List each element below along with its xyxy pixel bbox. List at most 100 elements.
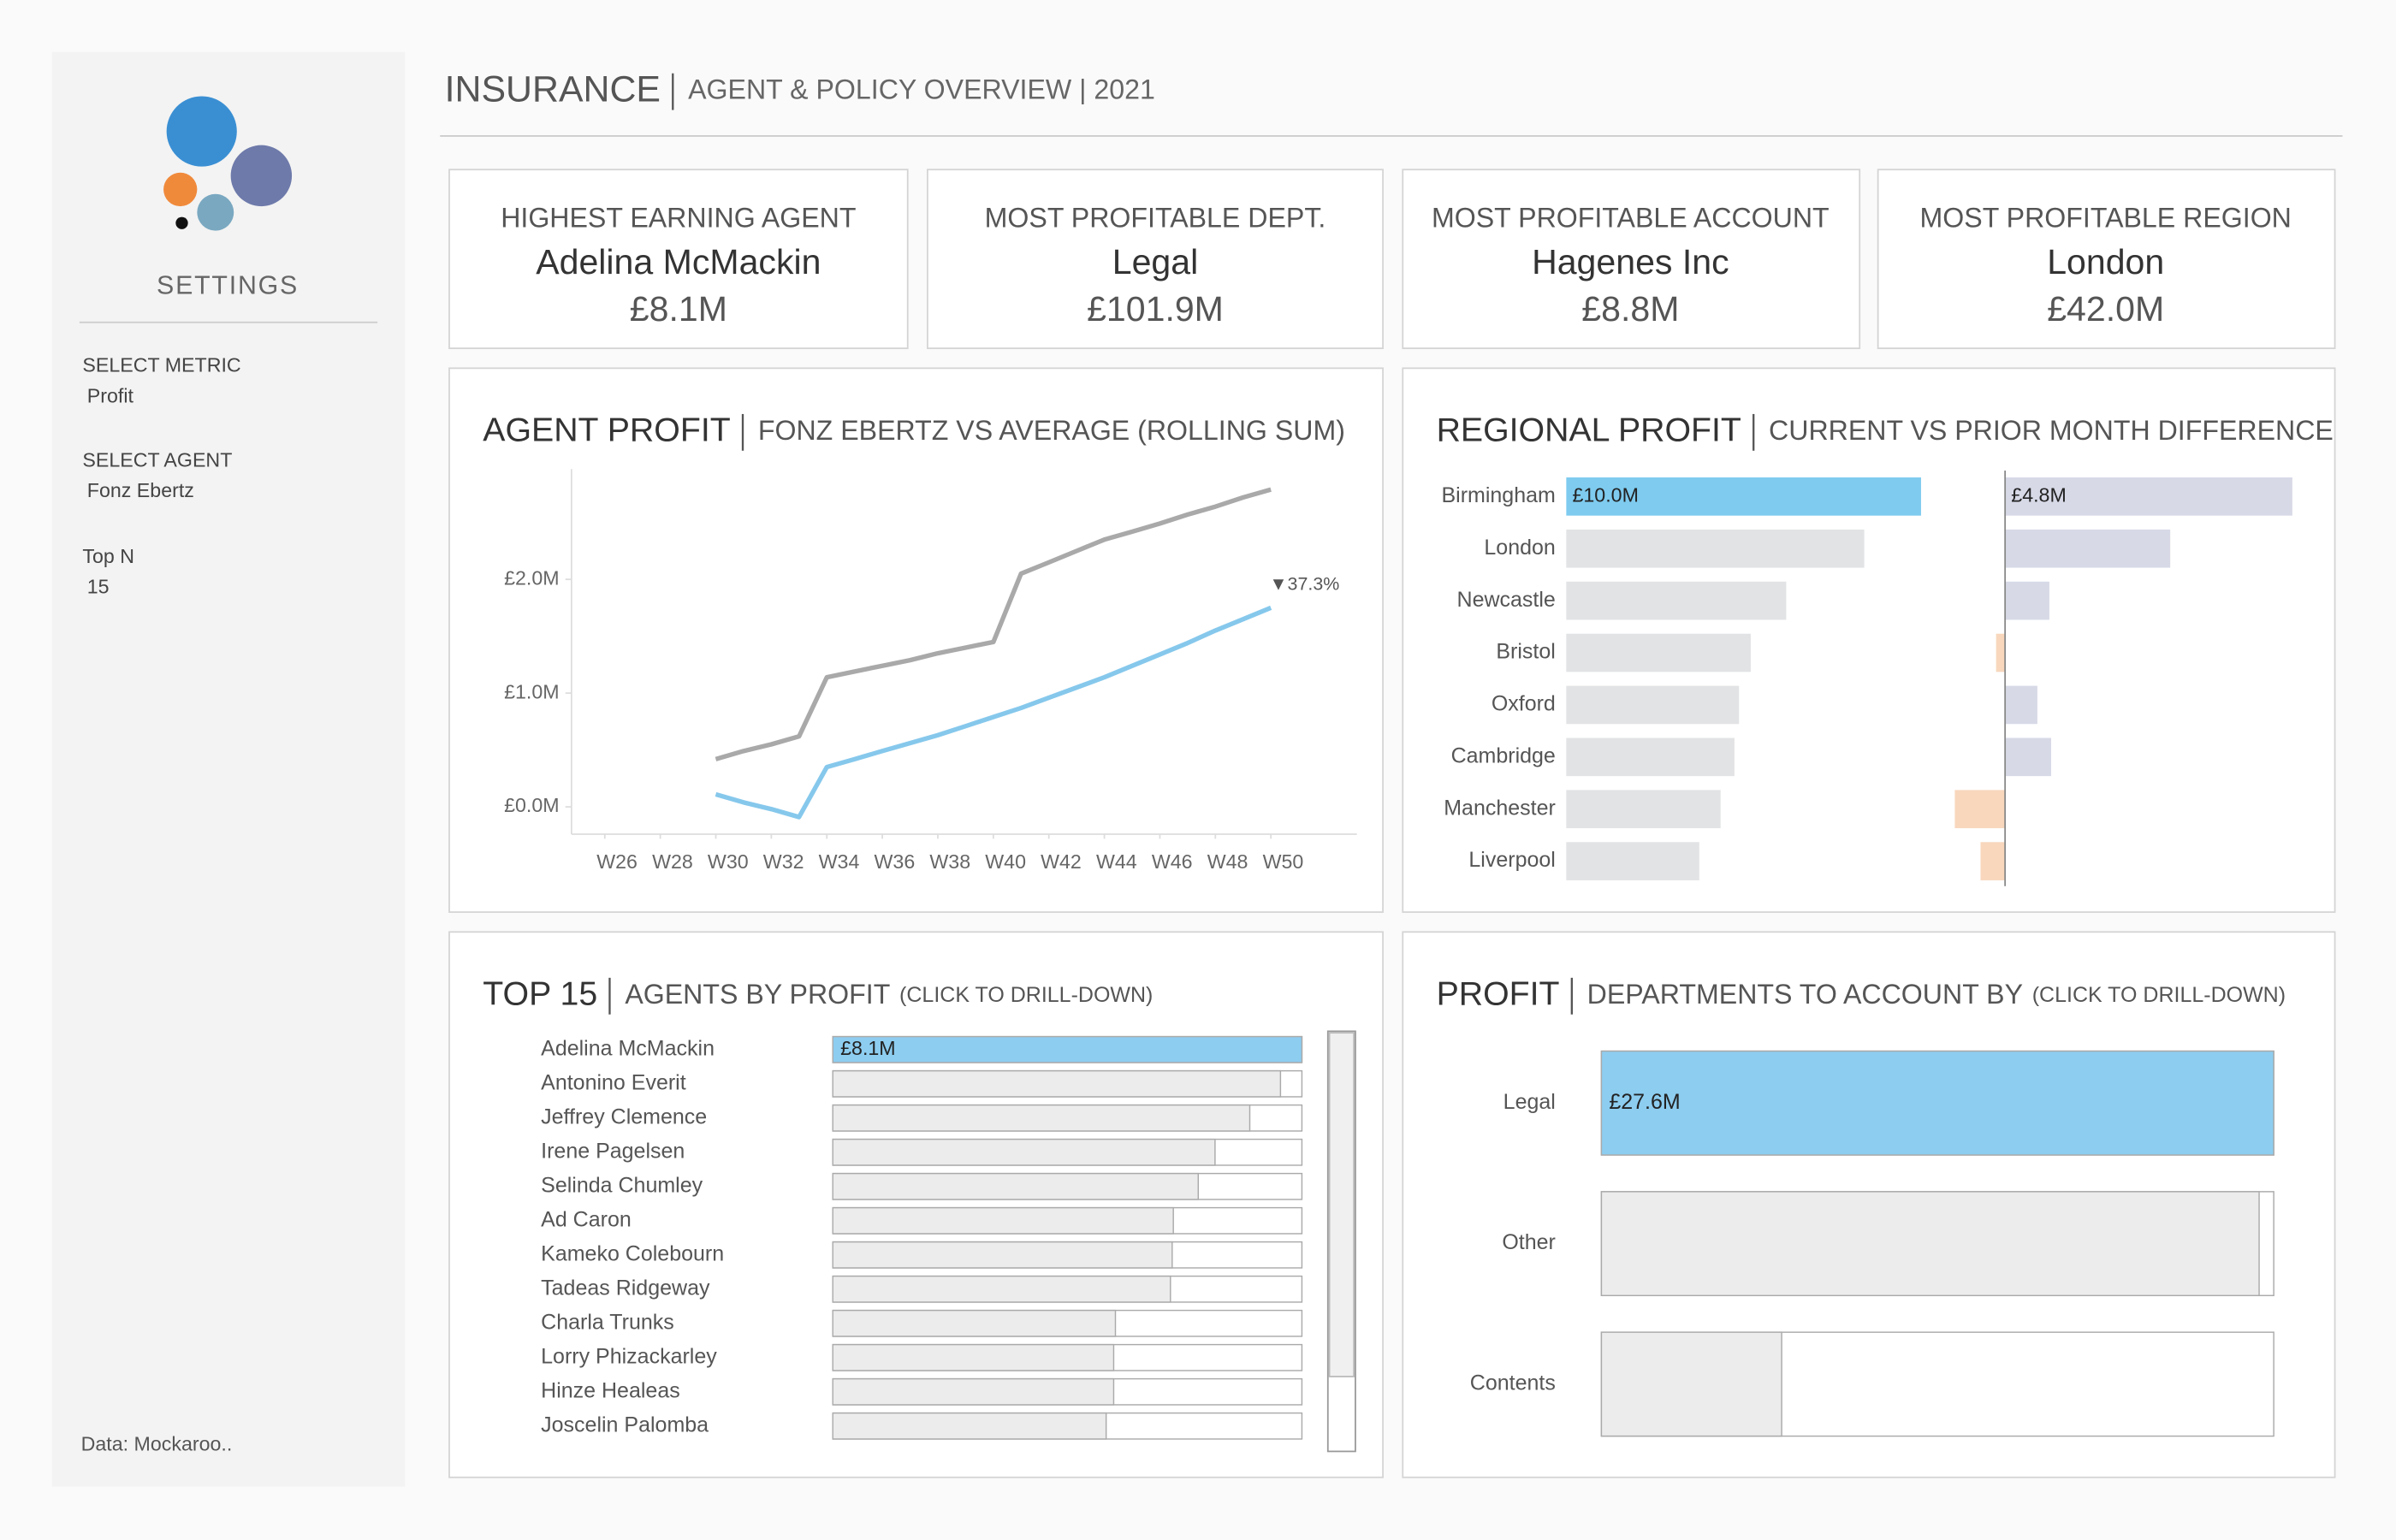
bar[interactable] bbox=[1600, 1331, 1782, 1437]
bar[interactable] bbox=[1954, 790, 2006, 829]
bar[interactable] bbox=[1566, 737, 1735, 777]
bar[interactable] bbox=[832, 1035, 1303, 1063]
bar[interactable] bbox=[2005, 737, 2052, 777]
bar[interactable] bbox=[832, 1275, 1171, 1303]
kpi-label: HIGHEST EARNING AGENT bbox=[501, 203, 856, 234]
filter-value[interactable]: Profit bbox=[87, 384, 134, 406]
filter-value[interactable]: Fonz Ebertz bbox=[87, 479, 194, 501]
category-label[interactable]: Joscelin Palomba bbox=[541, 1413, 709, 1436]
category-label[interactable]: Jeffrey Clemence bbox=[541, 1105, 707, 1128]
chart-title: AGENT PROFIT bbox=[483, 412, 730, 449]
y-tick-label: £1.0M bbox=[504, 680, 560, 702]
bar[interactable] bbox=[832, 1206, 1174, 1235]
panel bbox=[448, 367, 1384, 913]
category-label[interactable]: Cambridge bbox=[1451, 743, 1556, 767]
category-label[interactable]: Ad Caron bbox=[541, 1207, 632, 1231]
bar[interactable] bbox=[832, 1069, 1282, 1098]
kpi-value: £42.0M bbox=[2047, 289, 2164, 329]
bar[interactable] bbox=[1600, 1050, 2274, 1156]
bar[interactable] bbox=[1996, 633, 2006, 672]
category-label[interactable]: Liverpool bbox=[1468, 848, 1555, 872]
kpi-card bbox=[1877, 169, 2336, 350]
panel bbox=[1402, 367, 2336, 913]
x-tick-label: W42 bbox=[1041, 850, 1082, 873]
logo-circle bbox=[163, 172, 198, 207]
bar[interactable] bbox=[2005, 581, 2049, 620]
bar[interactable] bbox=[832, 1138, 1216, 1166]
category-label[interactable]: Lorry Phizackarley bbox=[541, 1344, 717, 1368]
page-subtitle: AGENT & POLICY OVERVIEW | 2021 bbox=[688, 74, 1155, 105]
x-tick-label: W32 bbox=[763, 850, 804, 873]
line-series bbox=[715, 605, 1272, 820]
bar[interactable] bbox=[1566, 581, 1787, 620]
bar[interactable] bbox=[1600, 1191, 2260, 1296]
x-tick-label: W26 bbox=[596, 850, 638, 873]
bar[interactable] bbox=[2005, 529, 2171, 568]
bar[interactable] bbox=[1566, 529, 1865, 568]
category-label[interactable]: London bbox=[1484, 536, 1555, 560]
category-label[interactable]: Birmingham bbox=[1441, 483, 1555, 507]
chart-subtitle: AGENTS BY PROFIT bbox=[625, 979, 890, 1010]
bar[interactable] bbox=[1566, 790, 1721, 829]
category-label[interactable]: Selinda Chumley bbox=[541, 1173, 703, 1197]
filter-value[interactable]: 15 bbox=[87, 576, 110, 598]
x-tick-label: W40 bbox=[985, 850, 1026, 873]
chart-title: PROFIT bbox=[1437, 975, 1560, 1013]
kpi-card bbox=[1402, 169, 1861, 350]
x-tick-label: W46 bbox=[1152, 850, 1193, 873]
bar[interactable] bbox=[1566, 633, 1751, 672]
category-label[interactable]: Newcastle bbox=[1457, 588, 1556, 612]
scrollbar-thumb[interactable] bbox=[1328, 1032, 1355, 1377]
data-source: Data: Mockaroo.. bbox=[81, 1432, 233, 1454]
logo-circle bbox=[166, 96, 237, 167]
bar[interactable] bbox=[832, 1309, 1117, 1337]
category-label[interactable]: Legal bbox=[1503, 1090, 1556, 1114]
kpi-value: £8.8M bbox=[1581, 289, 1679, 329]
category-label[interactable]: Tadeas Ridgeway bbox=[541, 1276, 710, 1300]
bar[interactable] bbox=[832, 1241, 1173, 1269]
kpi-label: MOST PROFITABLE REGION bbox=[1920, 203, 2292, 234]
category-label[interactable]: Bristol bbox=[1496, 640, 1555, 664]
x-tick-label: W48 bbox=[1207, 850, 1248, 873]
bar[interactable] bbox=[1980, 842, 2006, 880]
x-tick-label: W38 bbox=[929, 850, 970, 873]
category-label[interactable]: Charla Trunks bbox=[541, 1310, 674, 1334]
kpi-card bbox=[927, 169, 1384, 350]
bar[interactable] bbox=[1566, 685, 1740, 725]
chart-note: (CLICK TO DRILL-DOWN) bbox=[899, 983, 1153, 1007]
chart-subtitle: DEPARTMENTS TO ACCOUNT BY bbox=[1587, 979, 2023, 1010]
category-label[interactable]: Manchester bbox=[1444, 796, 1556, 820]
x-tick-label: W34 bbox=[819, 850, 860, 873]
kpi-label: MOST PROFITABLE DEPT. bbox=[985, 203, 1326, 234]
annotation: ▼37.3% bbox=[1269, 573, 1339, 594]
category-label[interactable]: Oxford bbox=[1492, 692, 1556, 716]
bar[interactable] bbox=[832, 1377, 1115, 1406]
bar[interactable] bbox=[832, 1343, 1115, 1371]
bar[interactable] bbox=[2005, 477, 2292, 516]
logo-circle bbox=[230, 145, 293, 207]
value-label: £10.0M bbox=[1573, 483, 1639, 506]
kpi-card bbox=[448, 169, 909, 350]
chart-subtitle: FONZ EBERTZ VS AVERAGE (ROLLING SUM) bbox=[758, 415, 1345, 446]
agent-rows: Adelina McMackin £8.1M Antonino Everit Jeff… bbox=[541, 1035, 1303, 1440]
line-series bbox=[715, 487, 1272, 761]
bar[interactable] bbox=[1566, 477, 1921, 516]
bar[interactable] bbox=[832, 1172, 1199, 1200]
bar[interactable] bbox=[832, 1412, 1107, 1440]
bar[interactable] bbox=[1566, 842, 1699, 880]
category-label[interactable]: Irene Pagelsen bbox=[541, 1139, 685, 1163]
category-label[interactable]: Hinze Healeas bbox=[541, 1378, 680, 1402]
chart-note: (CLICK TO DRILL-DOWN) bbox=[2032, 983, 2286, 1007]
category-label[interactable]: Contents bbox=[1470, 1371, 1556, 1395]
category-label[interactable]: Other bbox=[1502, 1230, 1556, 1254]
bar[interactable] bbox=[2005, 685, 2037, 725]
x-tick-label: W50 bbox=[1263, 850, 1304, 873]
y-tick-label: £0.0M bbox=[504, 794, 560, 816]
bar[interactable] bbox=[832, 1104, 1251, 1132]
kpi-value: £101.9M bbox=[1087, 289, 1224, 329]
category-label[interactable]: Adelina McMackin bbox=[541, 1036, 715, 1060]
category-label[interactable]: Kameko Colebourn bbox=[541, 1241, 724, 1265]
logo-circle bbox=[197, 193, 234, 231]
category-label[interactable]: Antonino Everit bbox=[541, 1070, 686, 1094]
